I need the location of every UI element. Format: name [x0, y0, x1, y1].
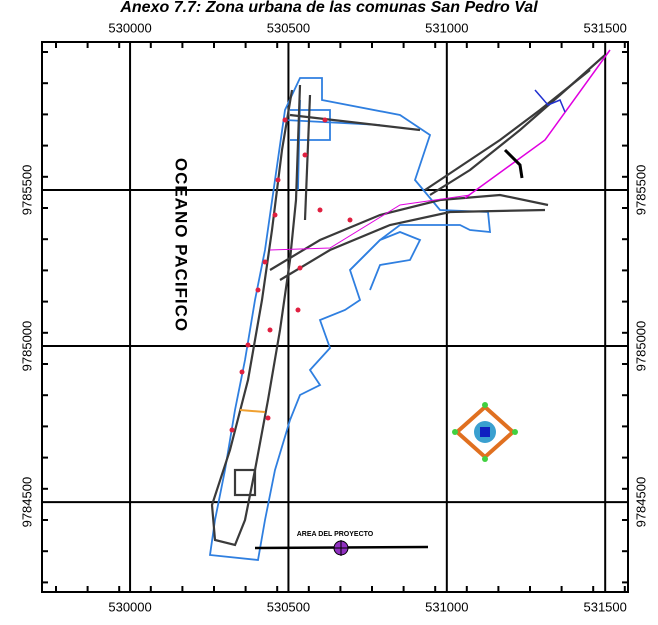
x-tick-label: 530000 [108, 599, 151, 614]
y-tick-label: 9785500 [19, 165, 34, 216]
urban-area [210, 50, 610, 560]
y-tick-label: 9785000 [19, 321, 34, 372]
x-tick-label: 531500 [583, 599, 626, 614]
project-label: AREA DEL PROYECTO [297, 531, 374, 538]
caption: Anexo 7.7: Zona urbana de las comunas Sa… [119, 0, 538, 16]
map: Anexo 7.7: Zona urbana de las comunas Sa… [0, 0, 658, 625]
x-tick-label: 530500 [267, 20, 310, 35]
x-tick-label: 531500 [583, 20, 626, 35]
x-tick-label: 530000 [108, 20, 151, 35]
x-tick-label: 531000 [425, 599, 468, 614]
y-tick-label: 9784500 [633, 477, 648, 528]
x-tick-label: 530500 [267, 599, 310, 614]
y-tick-label: 9785500 [633, 165, 648, 216]
interchange-symbol [452, 402, 518, 462]
grid [42, 42, 628, 592]
y-tick-label: 9784500 [19, 477, 34, 528]
project-area: AREA DEL PROYECTO [255, 531, 428, 556]
ocean-label: OCEANO PACIFICO [172, 158, 191, 332]
x-tick-label: 531000 [425, 20, 468, 35]
y-tick-label: 9785000 [633, 321, 648, 372]
